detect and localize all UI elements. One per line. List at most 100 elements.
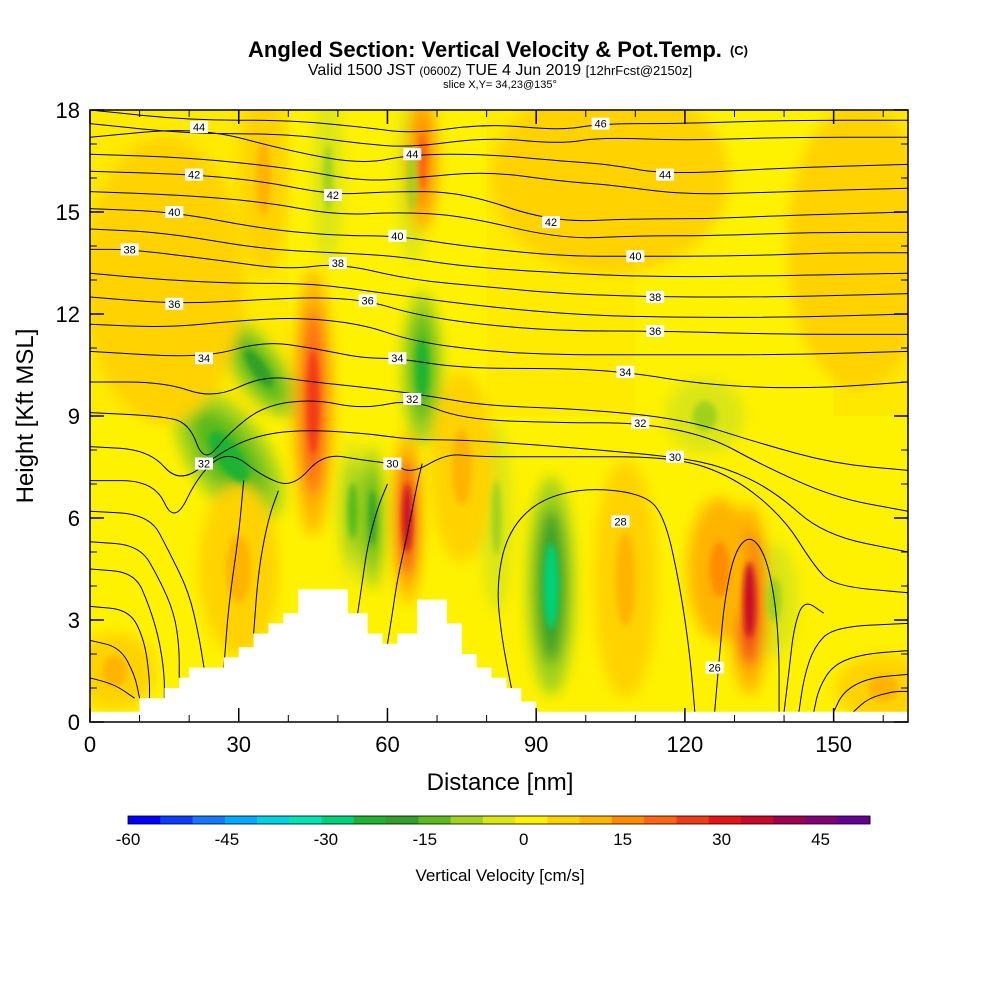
isentrope-line: [90, 377, 908, 471]
isentrope-line: [90, 110, 908, 133]
isentrope-line: [90, 318, 908, 356]
colorbar-swatch: [289, 816, 323, 824]
contour-label-box: [403, 148, 422, 161]
colorbar-tick-label: -15: [413, 830, 438, 849]
contour-label-box: [190, 121, 209, 133]
contour-label: 36: [361, 295, 373, 307]
potential-temperature-contours: [90, 110, 908, 713]
isentrope-line: [813, 650, 908, 712]
velocity-core: [491, 480, 502, 556]
colorbar-swatch: [160, 816, 194, 824]
contour-label: 46: [595, 119, 607, 131]
colorbar-swatch: [515, 816, 548, 824]
velocity-core: [415, 338, 429, 399]
x-tick-label: 90: [524, 732, 548, 757]
y-tick-label: 18: [56, 98, 80, 123]
contour-labels: 44 44 46 44 42 42 42 40 40 40 38 38 38 36 36 36 34 34 34 32…: [120, 117, 724, 675]
contour-label-box: [120, 243, 139, 256]
y-tick-label: 0: [68, 710, 80, 735]
velocity-core: [306, 350, 320, 455]
contour-label: 30: [386, 459, 398, 471]
contour-label-box: [646, 325, 665, 337]
isentrope-line: [90, 605, 150, 699]
contour-label-box: [328, 257, 347, 269]
colorbar-swatch: [257, 816, 290, 824]
isentrope-line: [90, 170, 908, 222]
velocity-core: [543, 542, 559, 630]
velocity-core: [743, 562, 756, 637]
contour-label: 36: [649, 326, 661, 338]
isentrope-line: [90, 400, 908, 512]
velocity-core: [102, 656, 128, 686]
isentrope-line: [90, 153, 908, 195]
contour-label-box: [185, 168, 204, 181]
y-tick-label: 6: [68, 506, 80, 531]
terrain-profile: [90, 589, 908, 722]
y-axis-label: Height [Kft MSL]: [12, 329, 39, 504]
contour-label: 38: [649, 292, 661, 304]
contour-label-box: [705, 661, 724, 674]
colorbar-swatch: [128, 816, 161, 824]
contour-label: 38: [332, 258, 344, 270]
isentrope-line: [90, 639, 141, 699]
contour-label: 40: [168, 207, 180, 219]
velocity-core: [244, 349, 273, 388]
colorbar-frame: [127, 815, 871, 825]
contour-label-box: [626, 250, 645, 263]
colorbar-tick-label: -60: [116, 830, 141, 849]
contour-label: 44: [406, 149, 418, 161]
velocity-core: [709, 540, 730, 598]
isentrope-line: [90, 430, 908, 553]
chart-slice-info: slice X,Y= 34,23@135°: [443, 79, 557, 91]
colorbar-tick-label: 15: [613, 830, 632, 849]
contour-label-box: [656, 168, 675, 181]
isentrope-line: [853, 690, 908, 713]
velocity-core: [836, 189, 881, 303]
y-tick-label: 9: [68, 404, 80, 429]
contour-label: 32: [406, 394, 418, 406]
isentrope-line: [90, 343, 908, 389]
isentrope-line: [90, 272, 908, 318]
isentrope-line: [90, 296, 908, 335]
isentrope-line: [90, 541, 180, 678]
x-tick-label: 120: [667, 732, 704, 757]
colorbar-tick-label: -45: [215, 830, 240, 849]
isentrope-line: [833, 673, 908, 713]
y-tick-label: 3: [68, 608, 80, 633]
x-tick-label: 0: [84, 732, 96, 757]
velocity-core: [347, 483, 358, 540]
contour-label-box: [646, 291, 665, 303]
contour-label: 26: [709, 663, 721, 675]
isentrope-line: [357, 483, 388, 614]
colorbar-swatch: [386, 816, 419, 824]
isentrope-line: [253, 490, 279, 634]
contour-label-box: [383, 457, 402, 470]
colorbar-tick-labels: -60 -45 -30 -15 0 15 30 45: [116, 830, 830, 849]
colorbar-swatch: [579, 816, 613, 824]
colorbar-swatch: [450, 816, 484, 824]
contour-label-box: [165, 206, 184, 218]
isentrope-line: [90, 130, 908, 174]
isentrope-line: [90, 677, 135, 699]
velocity-core: [692, 401, 718, 431]
velocity-core: [402, 484, 412, 552]
isentrope-line: [90, 208, 908, 257]
contour-label: 42: [327, 190, 339, 202]
contour-label: 44: [193, 122, 205, 134]
contour-label-box: [611, 515, 630, 528]
contour-label-box: [358, 294, 377, 307]
plot-area: 44 44 46 44 42 42 42 40 40 40 38 38 38 36 36 36 34 34 34 32…: [90, 110, 908, 722]
isentrope-line: [90, 568, 165, 699]
isentrope-line: [90, 510, 205, 668]
contour-label: 42: [188, 170, 200, 182]
colorbar-swatch: [482, 816, 516, 824]
y-tick-label: 15: [56, 200, 80, 225]
velocity-core: [226, 535, 252, 603]
contour-label-box: [388, 229, 407, 242]
contour-label-box: [165, 297, 184, 310]
contour-label: 40: [391, 231, 403, 243]
contour-label: 42: [545, 217, 557, 229]
isentrope-line: [386, 463, 423, 644]
colorbar-swatch: [708, 816, 742, 824]
colorbar-swatch: [418, 816, 452, 824]
